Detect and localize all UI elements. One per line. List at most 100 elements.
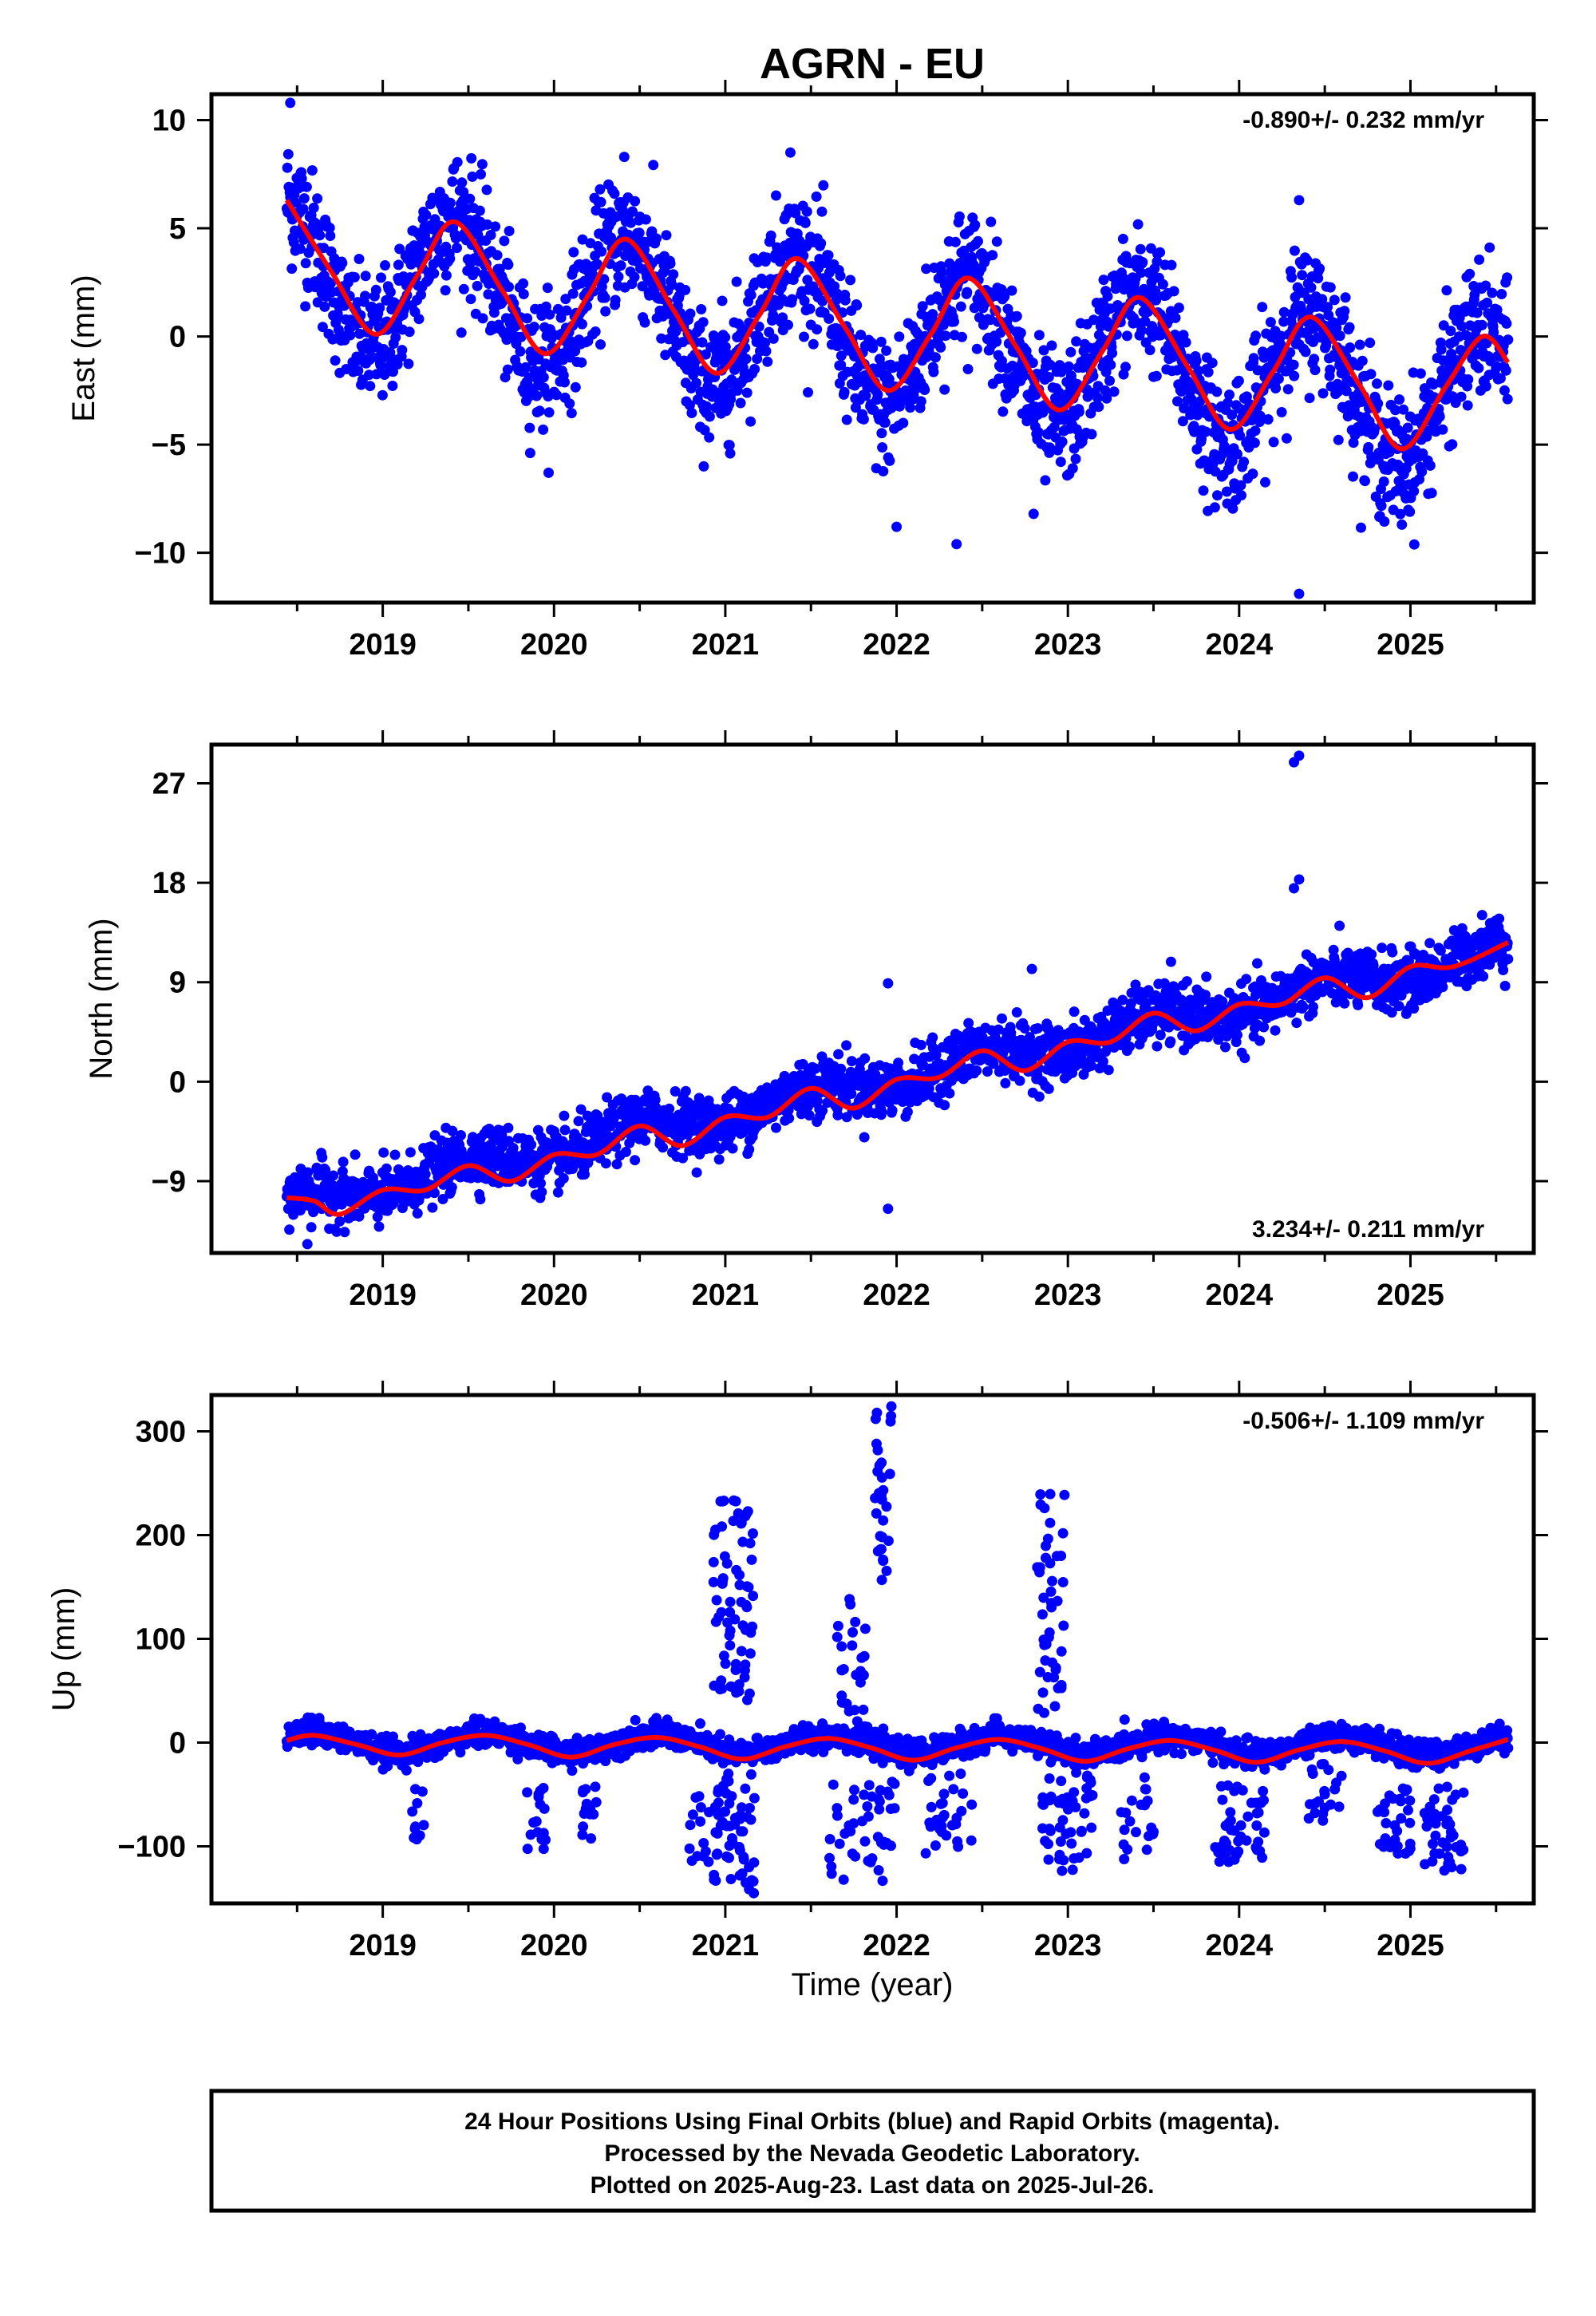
east-data-point — [504, 282, 514, 292]
east-data-point — [884, 455, 895, 466]
east-data-point — [1063, 361, 1074, 372]
east-data-point — [1286, 272, 1298, 283]
east-data-point — [680, 284, 691, 295]
east-data-point — [1339, 306, 1350, 317]
north-outlier-point — [1289, 757, 1300, 768]
east-data-point — [570, 381, 581, 393]
east-data-point — [812, 324, 823, 335]
east-data-point — [1040, 475, 1051, 486]
north-data-point — [841, 1040, 852, 1051]
east-data-point — [503, 259, 514, 271]
north-data-point — [796, 1109, 807, 1120]
north-data-point — [630, 1155, 641, 1166]
north-data-point — [1217, 996, 1228, 1007]
north-data-point — [1025, 1032, 1035, 1043]
east-data-point — [720, 332, 731, 343]
east-data-point — [482, 219, 493, 230]
east-data-point — [1363, 441, 1374, 453]
east-data-point — [1317, 294, 1328, 305]
east-data-point — [936, 267, 947, 279]
north-data-point — [306, 1222, 317, 1233]
east-data-point — [999, 291, 1010, 302]
east-data-point — [393, 259, 404, 271]
north-data-point — [412, 1207, 423, 1219]
east-data-point — [698, 460, 709, 472]
east-outlier-point — [784, 147, 796, 158]
east-data-point — [301, 181, 312, 192]
east-data-point — [832, 288, 843, 299]
east-data-point — [858, 413, 869, 425]
east-data-point — [1152, 256, 1163, 267]
east-data-point — [1211, 386, 1223, 397]
north-data-point — [575, 1104, 587, 1115]
north-data-point — [713, 1154, 725, 1165]
east-data-point — [1073, 406, 1084, 417]
east-data-point — [609, 188, 620, 200]
east-data-point — [314, 230, 326, 241]
east-data-point — [1491, 361, 1502, 372]
north-data-point — [446, 1182, 457, 1193]
east-data-point — [839, 386, 850, 397]
east-y-tick-label: 10 — [152, 105, 186, 138]
east-data-point — [1173, 302, 1184, 314]
north-outlier-point — [1289, 883, 1300, 894]
east-data-point — [661, 230, 672, 241]
north-data-point — [1298, 1002, 1309, 1013]
east-data-point — [962, 364, 974, 374]
east-data-point — [1278, 306, 1290, 318]
east-data-point — [1445, 326, 1456, 337]
east-data-point — [1476, 319, 1487, 330]
east-data-point — [1333, 434, 1344, 445]
east-data-point — [1472, 307, 1483, 318]
north-data-point — [902, 1106, 913, 1117]
north-data-point — [620, 1146, 631, 1157]
north-data-point — [468, 1132, 478, 1143]
east-data-point — [800, 217, 811, 228]
east-data-point — [1108, 386, 1120, 397]
east-data-point — [917, 301, 928, 312]
east-data-point — [745, 416, 757, 427]
north-data-point — [885, 1063, 896, 1074]
east-data-point — [1236, 490, 1246, 501]
east-rate-label: -0.890+/- 0.232 mm/yr — [1242, 107, 1484, 133]
east-data-point — [610, 294, 621, 306]
east-data-point — [1502, 272, 1513, 283]
east-data-point — [1484, 242, 1495, 253]
north-data-point — [1437, 982, 1448, 993]
east-data-point — [440, 270, 452, 281]
east-data-point — [561, 305, 572, 316]
east-data-point — [997, 355, 1007, 366]
east-data-point — [504, 226, 515, 236]
north-data-point — [982, 1066, 993, 1077]
east-data-point — [1265, 317, 1276, 328]
east-x-tick-label: 2025 — [1377, 628, 1444, 662]
east-data-point — [483, 289, 494, 300]
north-data-point — [317, 1152, 328, 1163]
north-data-point — [1097, 1056, 1108, 1067]
north-plot-frame — [209, 742, 1536, 1255]
east-data-point — [634, 227, 645, 239]
east-data-point — [476, 159, 488, 170]
east-data-point — [481, 184, 492, 196]
east-data-point — [447, 176, 458, 187]
east-data-point — [765, 230, 776, 241]
east-data-point — [1093, 401, 1104, 413]
east-data-point — [939, 384, 950, 395]
east-data-point — [1314, 263, 1325, 274]
east-data-point — [536, 310, 547, 321]
north-data-point — [1254, 1035, 1266, 1046]
east-data-point — [319, 301, 330, 312]
east-data-point — [1304, 393, 1315, 404]
north-data-point — [429, 1188, 440, 1199]
east-data-point — [688, 370, 699, 381]
north-data-point — [600, 1158, 611, 1169]
east-data-point — [390, 332, 401, 343]
east-data-point — [1309, 354, 1320, 365]
east-data-point — [1348, 471, 1358, 482]
east-data-point — [1365, 369, 1377, 380]
east-data-point — [1144, 345, 1156, 356]
east-data-point — [520, 362, 531, 373]
north-data-point — [339, 1227, 350, 1238]
east-data-point — [1086, 429, 1097, 440]
